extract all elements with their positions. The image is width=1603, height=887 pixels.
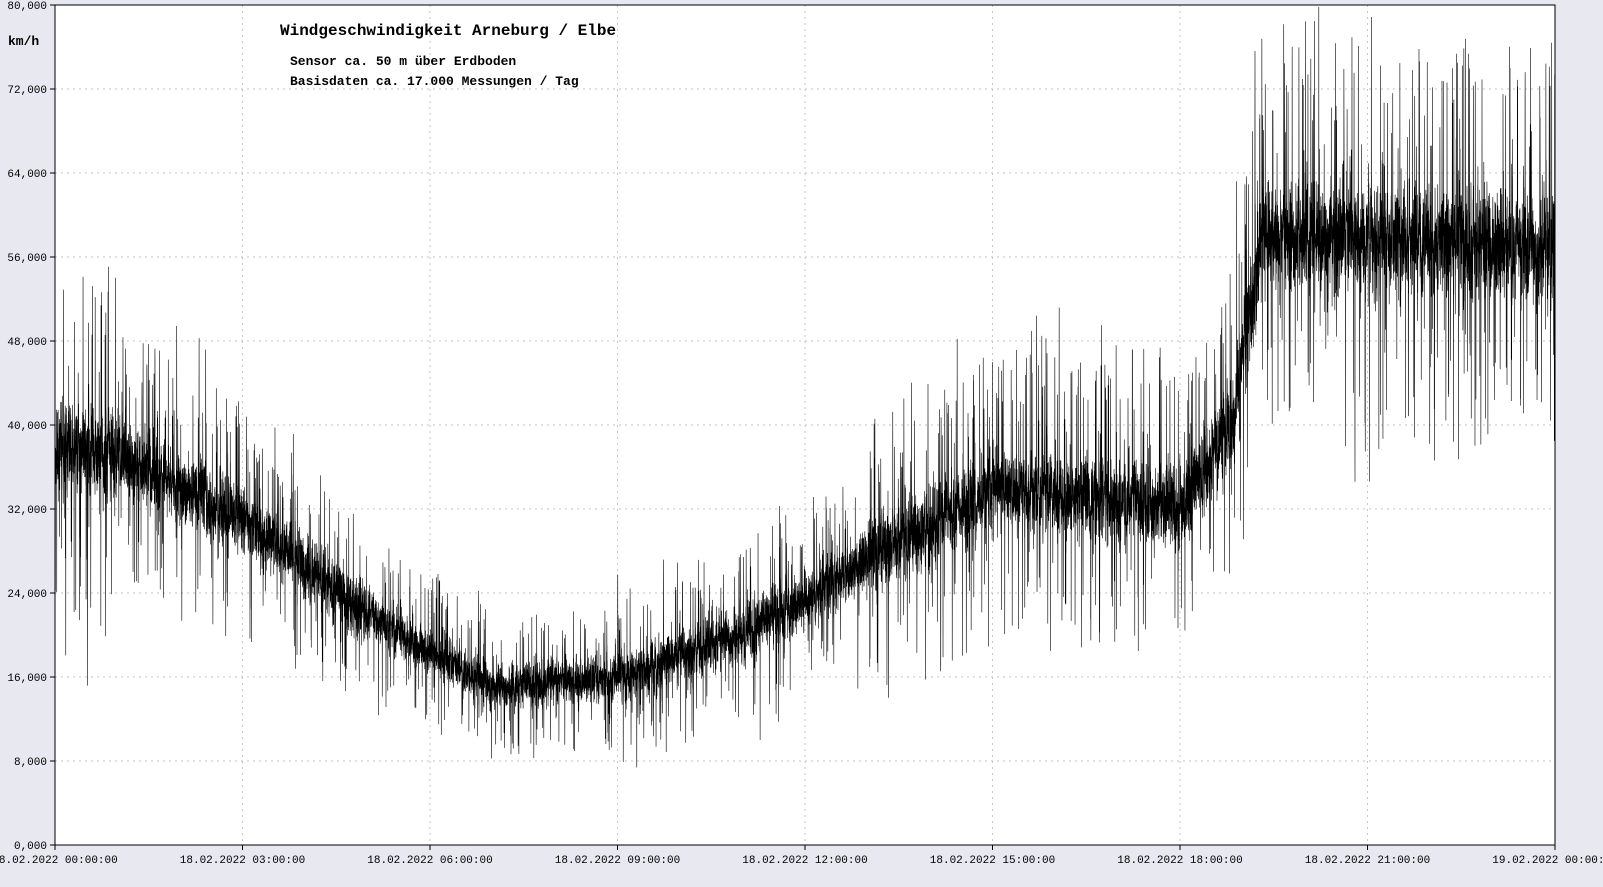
y-tick-label: 16,000 [7,673,47,685]
x-tick-label: 19.02.2022 00:00:00 [1492,855,1603,867]
y-tick-label: 24,000 [7,589,47,601]
x-tick-labels: 18.02.2022 00:00:00 18.02.2022 03:00:00 18… [0,855,1603,867]
y-axis-unit: km/h [8,34,39,49]
chart-container: 0,000 8,000 16,000 24,000 32,000 40,000 48,000… [0,0,1603,887]
y-tick-label: 48,000 [7,337,47,349]
y-tick-label: 72,000 [7,85,47,97]
chart-subtitle-2: Basisdaten ca. 17.000 Messungen / Tag [290,74,579,89]
chart-title: Windgeschwindigkeit Arneburg / Elbe [280,22,616,40]
y-tick-label: 80,000 [7,1,47,13]
y-tick-label: 64,000 [7,169,47,181]
x-tick-label: 18.02.2022 15:00:00 [930,855,1055,867]
x-tick-label: 18.02.2022 09:00:00 [555,855,680,867]
x-tick-label: 18.02.2022 00:00:00 [0,855,118,867]
x-tick-label: 18.02.2022 21:00:00 [1305,855,1430,867]
y-tick-label: 32,000 [7,505,47,517]
y-tick-label: 0,000 [14,841,47,853]
y-tick-label: 40,000 [7,421,47,433]
x-tick-label: 18.02.2022 03:00:00 [180,855,305,867]
chart-subtitle-1: Sensor ca. 50 m über Erdboden [290,54,516,69]
x-tick-label: 18.02.2022 06:00:00 [367,855,492,867]
x-tick-label: 18.02.2022 12:00:00 [742,855,867,867]
x-tick-label: 18.02.2022 18:00:00 [1117,855,1242,867]
y-tick-label: 56,000 [7,253,47,265]
y-tick-label: 8,000 [14,757,47,769]
wind-speed-chart: 0,000 8,000 16,000 24,000 32,000 40,000 48,000… [0,0,1603,887]
